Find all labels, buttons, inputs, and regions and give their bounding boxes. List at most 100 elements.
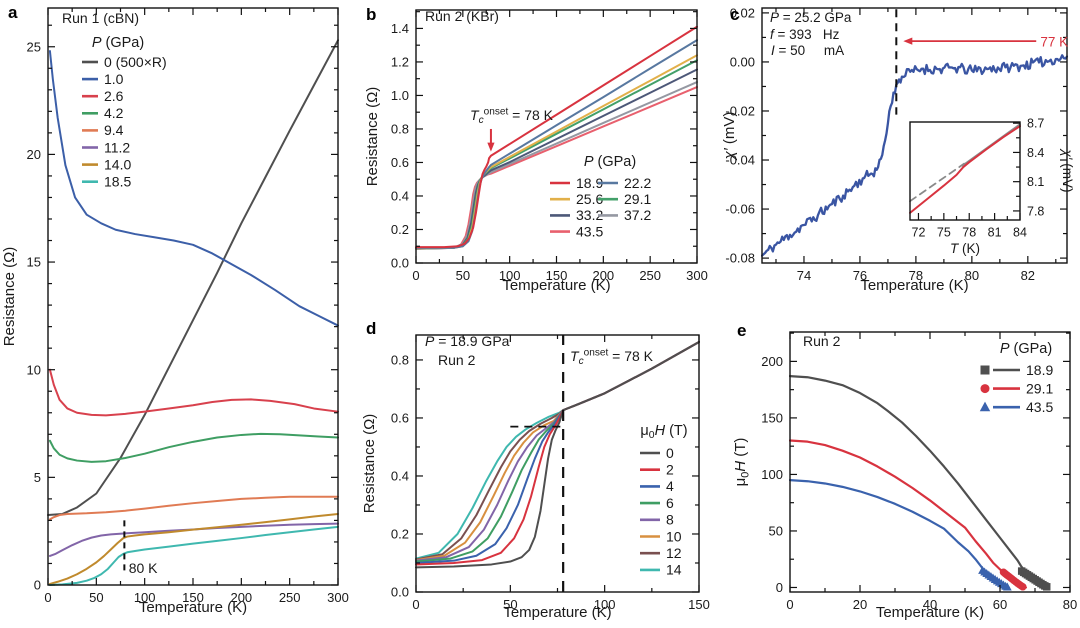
svg-text:χ′ (mV): χ′ (mV) (1060, 149, 1075, 193)
svg-text:Temperature (K): Temperature (K) (503, 604, 611, 621)
tick-labels: 0 50 100 150 200 250 300 0 5 10 15 20 25 (27, 39, 349, 605)
svg-text:300: 300 (327, 590, 349, 605)
svg-text:80: 80 (1063, 597, 1077, 612)
svg-text:8.7: 8.7 (1027, 117, 1044, 131)
series-10 (415, 340, 700, 562)
svg-text:25.6: 25.6 (576, 191, 603, 207)
svg-text:200: 200 (592, 268, 614, 283)
svg-text:14: 14 (666, 562, 682, 578)
svg-text:22.2: 22.2 (624, 175, 651, 191)
svg-text:0.8: 0.8 (391, 352, 409, 367)
series-43.5 (415, 86, 698, 250)
svg-text:Run 1 (cBN): Run 1 (cBN) (62, 10, 139, 26)
svg-text:Resistance (Ω): Resistance (Ω) (361, 414, 378, 514)
series-12 (415, 340, 700, 561)
svg-text:250: 250 (279, 590, 301, 605)
svg-text:150: 150 (182, 590, 204, 605)
series-14.0 (48, 512, 339, 585)
plot-frame (415, 9, 698, 264)
panel-a-chart: 0 50 100 150 200 250 300 0 5 10 15 20 25 Temperature … (1, 7, 349, 616)
svg-text:0.02: 0.02 (730, 5, 755, 20)
svg-text:0: 0 (666, 445, 674, 461)
series-33.2 (415, 68, 698, 250)
svg-text:0.0: 0.0 (391, 256, 409, 271)
panel-label-c: c (730, 5, 740, 24)
svg-text:78: 78 (962, 226, 976, 240)
svg-text:0: 0 (776, 580, 783, 595)
series-25.6 (415, 54, 698, 250)
legend: P (GPa) 0 (500×R)1.02.64.29.411.214.0 18.5 (82, 35, 167, 190)
svg-text:74: 74 (797, 268, 811, 283)
series-0 (500×R) (47, 39, 339, 517)
svg-text:82: 82 (1021, 268, 1035, 283)
panel-label-b: b (366, 5, 377, 24)
svg-text:29.1: 29.1 (624, 191, 651, 207)
svg-text:50: 50 (769, 524, 783, 539)
series-14 (415, 340, 700, 560)
markers-43.5 (978, 565, 1012, 591)
legend: P (GPa) 18.9 29.1 43.5 (979, 341, 1053, 415)
svg-text:P = 25.2 GPa: P = 25.2 GPa (770, 10, 852, 25)
series-group (47, 39, 339, 586)
svg-text:50: 50 (456, 268, 470, 283)
axis-ticks (415, 335, 700, 593)
svg-text:150: 150 (546, 268, 568, 283)
svg-text:150: 150 (761, 410, 783, 425)
svg-text:50: 50 (89, 590, 103, 605)
svg-text:40: 40 (923, 597, 937, 612)
svg-text:-0.02: -0.02 (725, 104, 755, 119)
svg-text:150: 150 (688, 597, 710, 612)
svg-text:0.8: 0.8 (391, 122, 409, 137)
svg-text:0.2: 0.2 (391, 527, 409, 542)
svg-text:10: 10 (27, 362, 41, 377)
svg-text:5: 5 (34, 470, 41, 485)
svg-text:29.1: 29.1 (1026, 380, 1053, 396)
svg-text:250: 250 (639, 268, 661, 283)
series-43.5 (789, 478, 1010, 589)
svg-text:0: 0 (786, 597, 793, 612)
series-0 (415, 340, 700, 569)
svg-text:50: 50 (503, 597, 517, 612)
svg-text:Run 2: Run 2 (803, 333, 841, 349)
markers-29.1 (999, 568, 1027, 591)
svg-text:1.4: 1.4 (391, 21, 409, 36)
svg-text:11.2: 11.2 (104, 139, 130, 155)
svg-text:0.6: 0.6 (391, 155, 409, 170)
svg-text:0: 0 (412, 597, 419, 612)
svg-text:0: 0 (412, 268, 419, 283)
svg-text:100: 100 (594, 597, 616, 612)
svg-text:Temperature (K): Temperature (K) (860, 277, 968, 294)
svg-text:Run 2: Run 2 (438, 352, 476, 368)
svg-text:0.6: 0.6 (391, 411, 409, 426)
series-chi-prime-raw (909, 125, 1021, 214)
svg-text:P (GPa): P (GPa) (1000, 341, 1052, 357)
arrow-head (487, 142, 495, 152)
axis-ticks (789, 332, 1071, 592)
svg-text:Temperature (K): Temperature (K) (139, 599, 247, 616)
svg-text:Resistance (Ω): Resistance (Ω) (1, 247, 18, 347)
svg-text:0.4: 0.4 (391, 189, 409, 204)
panel-label-a: a (8, 3, 18, 22)
svg-text:-0.04: -0.04 (725, 153, 755, 168)
svg-text:1.0: 1.0 (104, 71, 124, 87)
plot-frame (47, 7, 339, 586)
tick-labels: 74 76 78 80 82 0.02 0.00 -0.02 -0.04 -0.06 -0.08 (725, 5, 1035, 283)
svg-text:75: 75 (937, 226, 951, 240)
svg-text:8.4: 8.4 (1027, 146, 1044, 160)
svg-text:0: 0 (44, 590, 51, 605)
svg-text:χ′ (mV): χ′ (mV) (721, 112, 738, 162)
svg-text:60: 60 (993, 597, 1007, 612)
svg-text:12: 12 (666, 545, 682, 561)
panel-c-inset-chart: 72 75 78 81 847.8 8.1 8.4 8.7 T (K) χ′ (mV) (909, 117, 1075, 256)
svg-text:77 K: 77 K (1040, 35, 1068, 50)
svg-text:43.5: 43.5 (576, 223, 603, 239)
axis-ticks (762, 8, 1067, 263)
svg-text:76: 76 (853, 268, 867, 283)
svg-text:15: 15 (27, 255, 41, 270)
axis-ticks (917, 122, 1021, 220)
tick-labels: 0 50 100 150 200 250 300 0.0 0.2 0.4 0.6 0.8 1.0 1.2 1… (391, 21, 708, 283)
series-chi-prime (761, 54, 1068, 257)
series-8 (415, 340, 700, 562)
